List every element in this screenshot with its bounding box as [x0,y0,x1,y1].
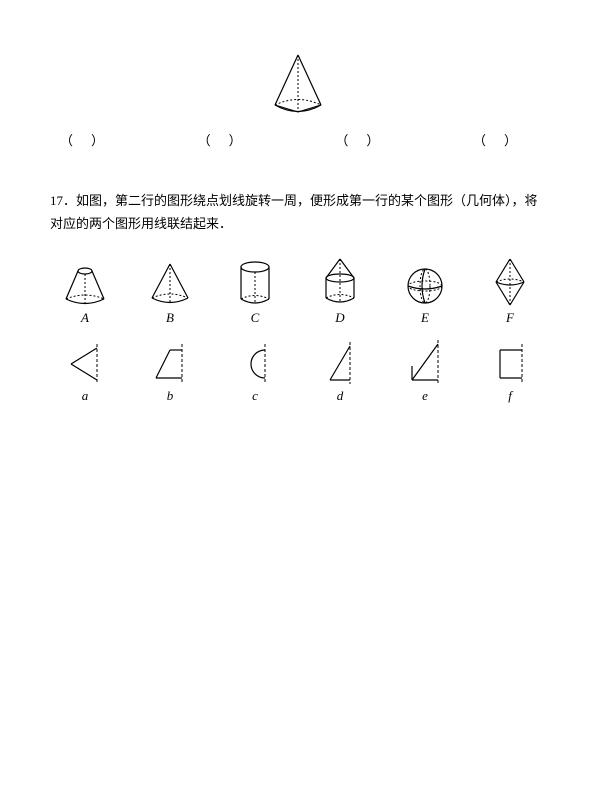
solids-labels: A B C D E F [50,310,545,326]
paren-3: （） [335,130,397,149]
solid-F [480,256,540,308]
label-A: A [55,310,115,326]
paren-2: （） [198,130,260,149]
pyramid-figure [50,50,545,120]
flats-labels: a b c d e f [50,388,545,404]
solid-B [140,260,200,308]
question-number: 17． [50,193,76,208]
label-c: c [225,388,285,404]
flat-f [480,342,540,386]
label-a: a [55,388,115,404]
solid-C [225,258,285,308]
flats-row [50,338,545,386]
label-D: D [310,310,370,326]
flat-a [55,342,115,386]
paren-4: （） [473,130,535,149]
label-e: e [395,388,455,404]
paren-1: （） [60,130,122,149]
label-d: d [310,388,370,404]
pyramid-svg [263,50,333,120]
solid-E [395,264,455,308]
solid-D [310,256,370,308]
label-f: f [480,388,540,404]
parens-row: （） （） （） （） [50,130,545,149]
label-F: F [480,310,540,326]
label-E: E [395,310,455,326]
question-17: 17．如图，第二行的图形绕点划线旋转一周，便形成第一行的某个图形（几何体），将对… [50,189,545,236]
label-b: b [140,388,200,404]
flat-c [225,342,285,386]
question-body: 如图，第二行的图形绕点划线旋转一周，便形成第一行的某个图形（几何体），将对应的两… [50,193,538,231]
flat-e [395,338,455,386]
solid-A [55,263,115,308]
solids-row [50,256,545,308]
label-C: C [225,310,285,326]
flat-d [310,340,370,386]
label-B: B [140,310,200,326]
flat-b [140,342,200,386]
